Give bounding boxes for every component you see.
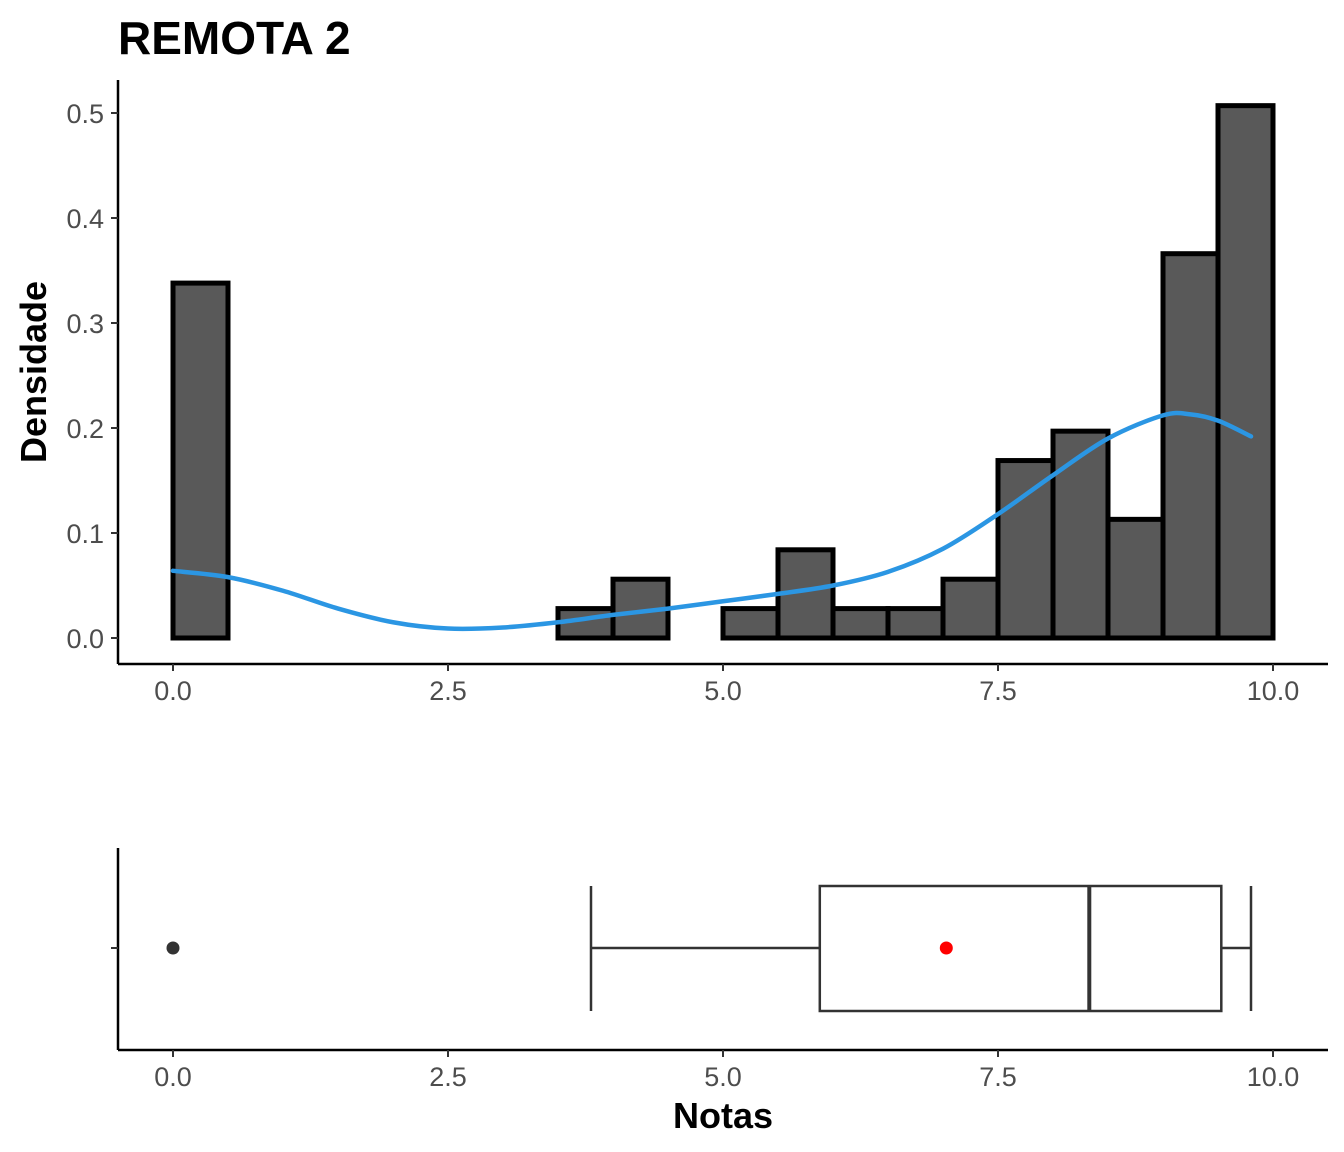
x-tick-label: 0.0 — [154, 1062, 192, 1092]
histogram-bar — [720, 606, 781, 641]
boxplot-marks — [166, 884, 1253, 1013]
iqr-box — [818, 884, 1223, 1013]
x-tick-label: 7.5 — [979, 1062, 1017, 1092]
histogram-bars — [170, 103, 1276, 641]
y-tick-label: 0.5 — [66, 99, 104, 129]
histogram-bar — [995, 458, 1056, 641]
x-tick-label: 0.0 — [154, 676, 192, 706]
box-x-ticks: 0.0 2.5 5.0 7.5 10.0 — [154, 1050, 1299, 1092]
x-tick-label: 10.0 — [1247, 1062, 1300, 1092]
histogram-panel: 0.0 0.1 0.2 0.3 0.4 0.5 0.0 2.5 5.0 7.5 10.0 Dens… — [13, 80, 1328, 706]
x-tick-label: 2.5 — [429, 1062, 467, 1092]
x-tick-label: 2.5 — [429, 676, 467, 706]
histogram-bar — [1105, 516, 1166, 641]
boxplot-panel: 0.0 2.5 5.0 7.5 10.0 Notas — [111, 848, 1328, 1136]
y-tick-label: 0.4 — [66, 204, 104, 234]
histogram-bar — [940, 576, 1001, 641]
x-tick-label: 5.0 — [704, 1062, 742, 1092]
outlier-point — [166, 941, 180, 955]
histogram-bar — [830, 606, 891, 641]
y-tick-label: 0.0 — [66, 624, 104, 654]
hist-x-ticks: 0.0 2.5 5.0 7.5 10.0 — [154, 664, 1299, 706]
histogram-bar — [1050, 428, 1111, 641]
hist-y-ticks: 0.0 0.1 0.2 0.3 0.4 0.5 — [66, 99, 118, 654]
mean-point — [939, 941, 953, 955]
histogram-bar — [885, 606, 946, 641]
histogram-bar — [1160, 251, 1221, 641]
x-tick-label: 5.0 — [704, 676, 742, 706]
y-tick-label: 0.1 — [66, 519, 104, 549]
y-axis-label: Densidade — [13, 281, 54, 463]
density-curve — [170, 410, 1254, 632]
y-tick-label: 0.2 — [66, 414, 104, 444]
y-tick-label: 0.3 — [66, 309, 104, 339]
x-tick-label: 7.5 — [979, 676, 1017, 706]
x-tick-label: 10.0 — [1247, 676, 1300, 706]
histogram-bar — [170, 280, 231, 641]
histogram-bar — [1215, 103, 1276, 641]
chart-title: REMOTA 2 — [118, 12, 351, 64]
x-axis-label: Notas — [673, 1095, 773, 1136]
